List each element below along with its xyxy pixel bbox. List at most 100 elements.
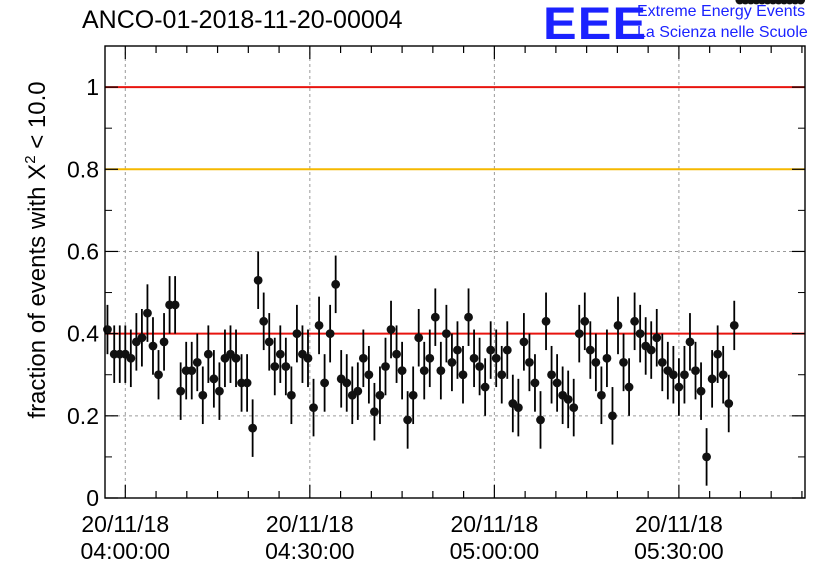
data-point (796, 0, 806, 5)
y-tick-label: 0.4 (67, 321, 99, 347)
data-point (680, 370, 689, 380)
data-point (458, 370, 468, 380)
data-point (408, 390, 418, 400)
data-point (259, 316, 269, 326)
data-point (358, 353, 368, 363)
data-point (696, 386, 706, 396)
data-point (718, 370, 728, 380)
data-point (281, 362, 291, 371)
data-point (148, 341, 158, 351)
x-tick-time: 04:30:00 (265, 538, 355, 564)
data-point (513, 403, 523, 412)
x-tick-date: 20/11/18 (266, 511, 354, 537)
data-point (314, 321, 324, 330)
x-tick-time: 04:00:00 (81, 538, 171, 564)
data-point (253, 275, 263, 285)
x-tick-time: 05:00:00 (450, 538, 540, 564)
data-point (547, 370, 556, 380)
error-bars (106, 251, 736, 486)
data-point (143, 308, 152, 318)
data-point (602, 353, 612, 363)
data-point (320, 378, 329, 388)
data-point (613, 321, 623, 330)
data-point (502, 345, 512, 355)
data-point (702, 452, 711, 462)
data-point (353, 386, 363, 396)
data-point (729, 321, 739, 330)
x-tick-time: 05:30:00 (634, 538, 724, 564)
data-point (685, 337, 695, 347)
data-point (342, 378, 352, 388)
data-point (419, 366, 429, 376)
data-point (209, 374, 219, 384)
data-point (126, 353, 136, 363)
logo-text-line2: La Scienza nelle Scuole (637, 24, 808, 41)
logo-mark: EEE (543, 0, 648, 49)
data-point (657, 358, 667, 367)
data-point (635, 329, 645, 339)
data-point (707, 374, 717, 384)
axis-ticks (105, 46, 805, 499)
data-point (519, 337, 529, 347)
data-point (585, 345, 595, 355)
data-point (198, 390, 208, 400)
data-point (652, 333, 662, 343)
data-point (381, 362, 390, 371)
reference-lines (105, 86, 805, 335)
data-point (397, 366, 407, 376)
data-point (469, 353, 479, 363)
data-point (187, 366, 197, 376)
data-point (137, 333, 147, 343)
data-point (248, 423, 258, 433)
data-point (159, 337, 169, 347)
data-point (192, 358, 202, 367)
data-point (580, 316, 590, 326)
data-point (646, 345, 656, 355)
data-points (103, 0, 806, 462)
data-point (724, 399, 734, 408)
data-point (436, 366, 446, 376)
data-point (574, 329, 584, 339)
data-point (392, 349, 401, 359)
data-point (303, 353, 313, 363)
data-point (691, 366, 700, 376)
data-point (608, 411, 617, 421)
data-point (596, 390, 606, 400)
data-point (203, 349, 213, 359)
data-point (370, 407, 379, 417)
data-point (619, 358, 628, 367)
y-tick-label: 0.8 (67, 156, 99, 182)
data-point (264, 337, 274, 347)
data-point (486, 345, 496, 355)
data-point (242, 378, 252, 388)
data-point (591, 358, 601, 367)
data-point (668, 370, 678, 380)
y-tick-label: 0.2 (67, 403, 99, 429)
data-point (563, 394, 573, 404)
y-tick-label: 1 (86, 74, 99, 100)
plot-frame (104, 45, 806, 499)
data-point (536, 415, 545, 425)
data-point (447, 358, 457, 367)
data-point (674, 382, 684, 392)
data-point (270, 362, 280, 371)
data-point (525, 358, 534, 367)
data-point (630, 316, 640, 326)
data-point (441, 329, 451, 339)
data-point (713, 349, 723, 359)
data-point (552, 378, 562, 388)
tick-labels: 00.20.40.60.8120/11/1804:00:0020/11/1804… (67, 74, 724, 564)
x-tick-date: 20/11/18 (450, 511, 538, 537)
data-point (331, 279, 341, 289)
data-point (475, 362, 485, 371)
data-point (170, 300, 180, 310)
data-point (386, 325, 396, 334)
y-tick-label: 0.6 (67, 238, 99, 264)
data-point (480, 382, 490, 392)
x-tick-date: 20/11/18 (81, 511, 169, 537)
data-point (430, 312, 440, 322)
data-point (176, 386, 186, 396)
data-point (375, 390, 385, 400)
data-point (231, 353, 241, 363)
